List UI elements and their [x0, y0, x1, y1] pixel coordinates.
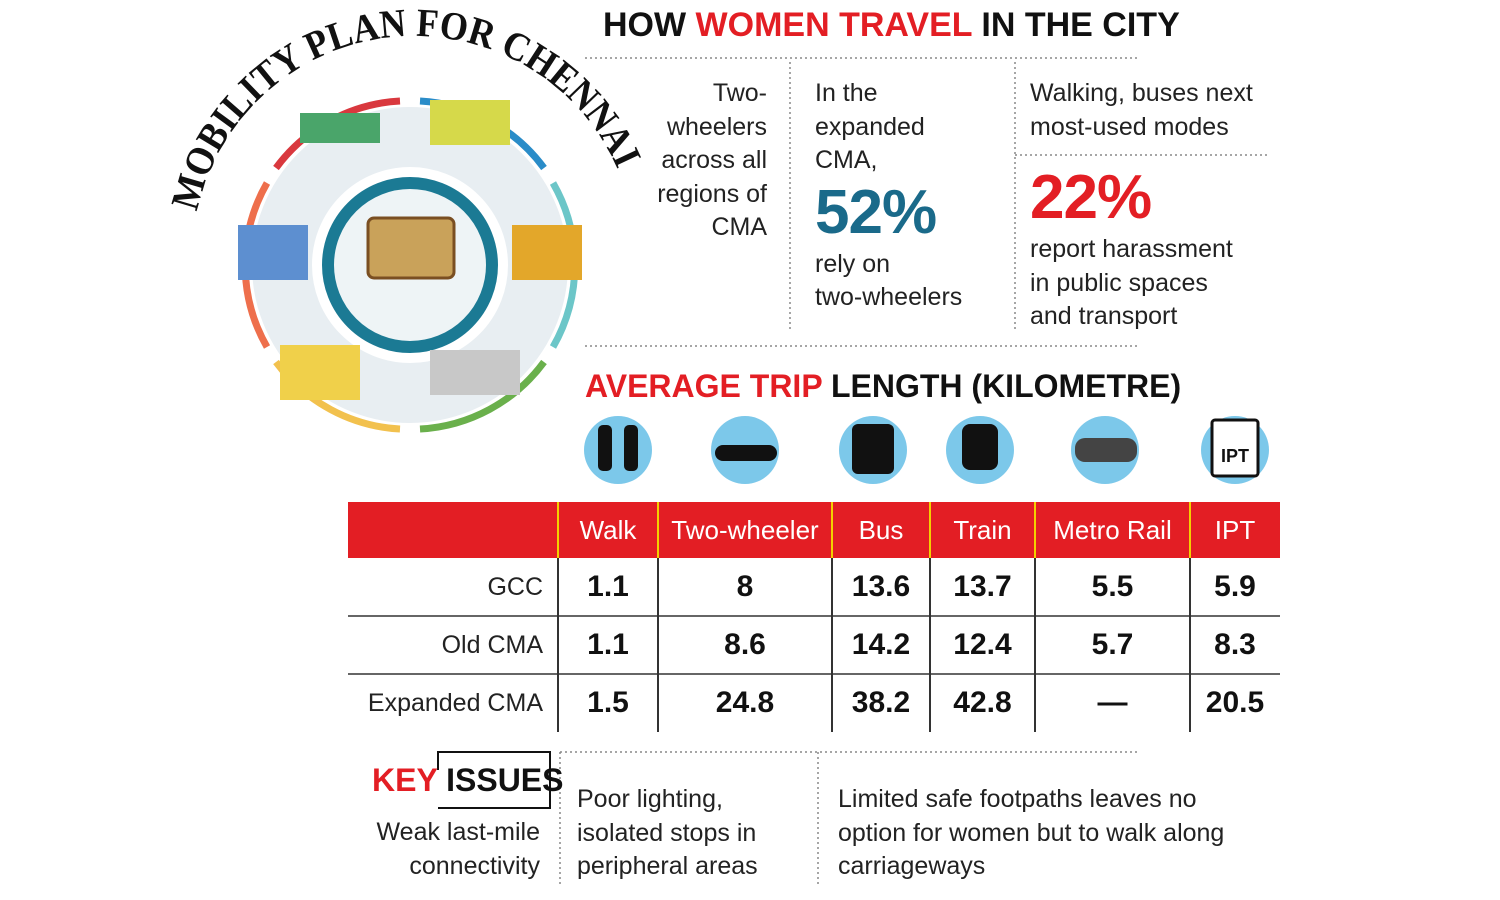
- column-header: Train: [953, 514, 1012, 545]
- text-line: expanded: [815, 112, 925, 141]
- table-value: 1.1: [587, 570, 629, 603]
- text-line: Limited safe footpaths leaves no: [838, 785, 1197, 813]
- text-line: most-used modes: [1030, 112, 1229, 141]
- stat-block: Walking, buses next most-used modes: [1030, 77, 1253, 144]
- mode-icons: IPT: [584, 416, 1269, 484]
- text-line: Walking, buses next: [1030, 79, 1253, 107]
- text-line: in public spaces: [1030, 268, 1208, 297]
- issue: Poor lighting, isolated stops in periphera…: [577, 783, 758, 884]
- text-line: wheelers: [666, 112, 767, 141]
- column-header: Two-wheeler: [671, 514, 819, 545]
- table-title-part: AVERAGE TRIP: [585, 368, 823, 404]
- table-value: 8.6: [724, 628, 766, 661]
- text-line: rely on: [815, 249, 891, 278]
- stat-block: Two-wheelers across all regions of CMA: [657, 77, 767, 245]
- table-value: 38.2: [851, 686, 911, 719]
- table-value: 24.8: [715, 686, 775, 719]
- walker-glyph: [598, 425, 612, 471]
- stat-figure: 52%: [815, 177, 937, 247]
- row-label: Old CMA: [441, 630, 543, 659]
- table-title: AVERAGE TRIP LENGTH (KILOMETRE): [585, 368, 1181, 405]
- text-line: report harassment: [1030, 235, 1233, 263]
- issue: Limited safe footpaths leaves no option f…: [838, 783, 1224, 884]
- table-value: 5.7: [1091, 628, 1134, 661]
- walk-icon: [584, 416, 652, 484]
- table-value: 13.6: [851, 570, 911, 603]
- train-glyph: [962, 424, 998, 470]
- stat-figure: 22%: [1030, 163, 1152, 232]
- table-value: 1.1: [587, 628, 629, 661]
- metro-illustration: [238, 225, 308, 280]
- text-line: CMA,: [815, 146, 878, 174]
- boat-illustration: [300, 113, 380, 143]
- bike-glyph: [715, 445, 777, 461]
- ipt-glyph: [1210, 418, 1260, 478]
- table-value: 42.8: [953, 686, 1012, 719]
- table-value: 13.7: [953, 570, 1012, 603]
- table-value: 8: [736, 570, 754, 603]
- table-value: 14.2: [851, 628, 911, 661]
- header-title-part: IN THE CITY: [981, 6, 1180, 44]
- stat-block: In the expanded CMA, 52% rely on two-wheelers: [815, 77, 962, 315]
- auto-illustration: [280, 345, 360, 400]
- stat-block: 22% report harassment in public spaces and …: [1030, 163, 1233, 334]
- table-header-bg: [348, 502, 1280, 558]
- metro-glyph: [1075, 438, 1137, 462]
- row-label: GCC: [487, 572, 543, 601]
- dividers: [559, 57, 1270, 885]
- tram-illustration: [366, 216, 456, 280]
- table-value: 1.5: [587, 686, 629, 719]
- table-grid: [348, 502, 1280, 732]
- key-issues-title-part: KEY: [372, 762, 438, 798]
- ipt-icon-label: IPT: [1221, 446, 1249, 466]
- ring-segment: [419, 359, 547, 433]
- logo-wheel: [238, 97, 582, 433]
- text-line: peripheral areas: [577, 852, 758, 880]
- text-line: and transport: [1030, 302, 1178, 330]
- text-line: option for women but to walk along: [838, 818, 1225, 847]
- key-issues-title-part: ISSUES: [446, 762, 564, 798]
- table-title-part: LENGTH (KILOMETRE): [830, 368, 1182, 404]
- train-illustration: [430, 100, 510, 145]
- text-line: Poor lighting,: [577, 785, 723, 813]
- car-illustration: [430, 350, 520, 395]
- header-title-part: HOW: [603, 6, 687, 44]
- table-value: 12.4: [953, 628, 1012, 661]
- table-value: 8.3: [1214, 628, 1256, 661]
- header-title-part: WOMEN TRAVEL: [695, 6, 972, 44]
- text-line: CMA: [711, 213, 767, 241]
- text-line: two-wheelers: [815, 283, 963, 311]
- text-line: carriageways: [838, 852, 986, 880]
- text-line: Weak last-mile: [376, 818, 540, 846]
- key-issues-title: KEY ISSUES: [372, 762, 563, 799]
- bus-illustration: [512, 225, 582, 280]
- row-label: Expanded CMA: [367, 688, 543, 717]
- bus-glyph: [852, 424, 894, 474]
- text-line: In the: [815, 79, 878, 107]
- text-line: regions of: [657, 179, 767, 208]
- column-header: Walk: [579, 514, 637, 545]
- header-title: HOW WOMEN TRAVEL IN THE CITY: [603, 6, 1180, 45]
- column-header: Bus: [858, 514, 904, 545]
- walker-glyph: [624, 425, 638, 471]
- table-value: 5.9: [1214, 570, 1256, 603]
- text-line: across all: [661, 146, 767, 174]
- issue: Weak last-mile connectivity: [377, 816, 540, 883]
- table-value: —: [1097, 686, 1128, 719]
- key-issues-bracket: [437, 751, 551, 809]
- table-value: 20.5: [1205, 686, 1265, 719]
- column-header: IPT: [1214, 514, 1256, 545]
- text-line: isolated stops in: [577, 818, 757, 847]
- text-line: connectivity: [409, 851, 540, 880]
- text-line: Two-: [712, 79, 767, 107]
- table-value: 5.5: [1091, 570, 1134, 603]
- column-header: Metro Rail: [1053, 514, 1172, 545]
